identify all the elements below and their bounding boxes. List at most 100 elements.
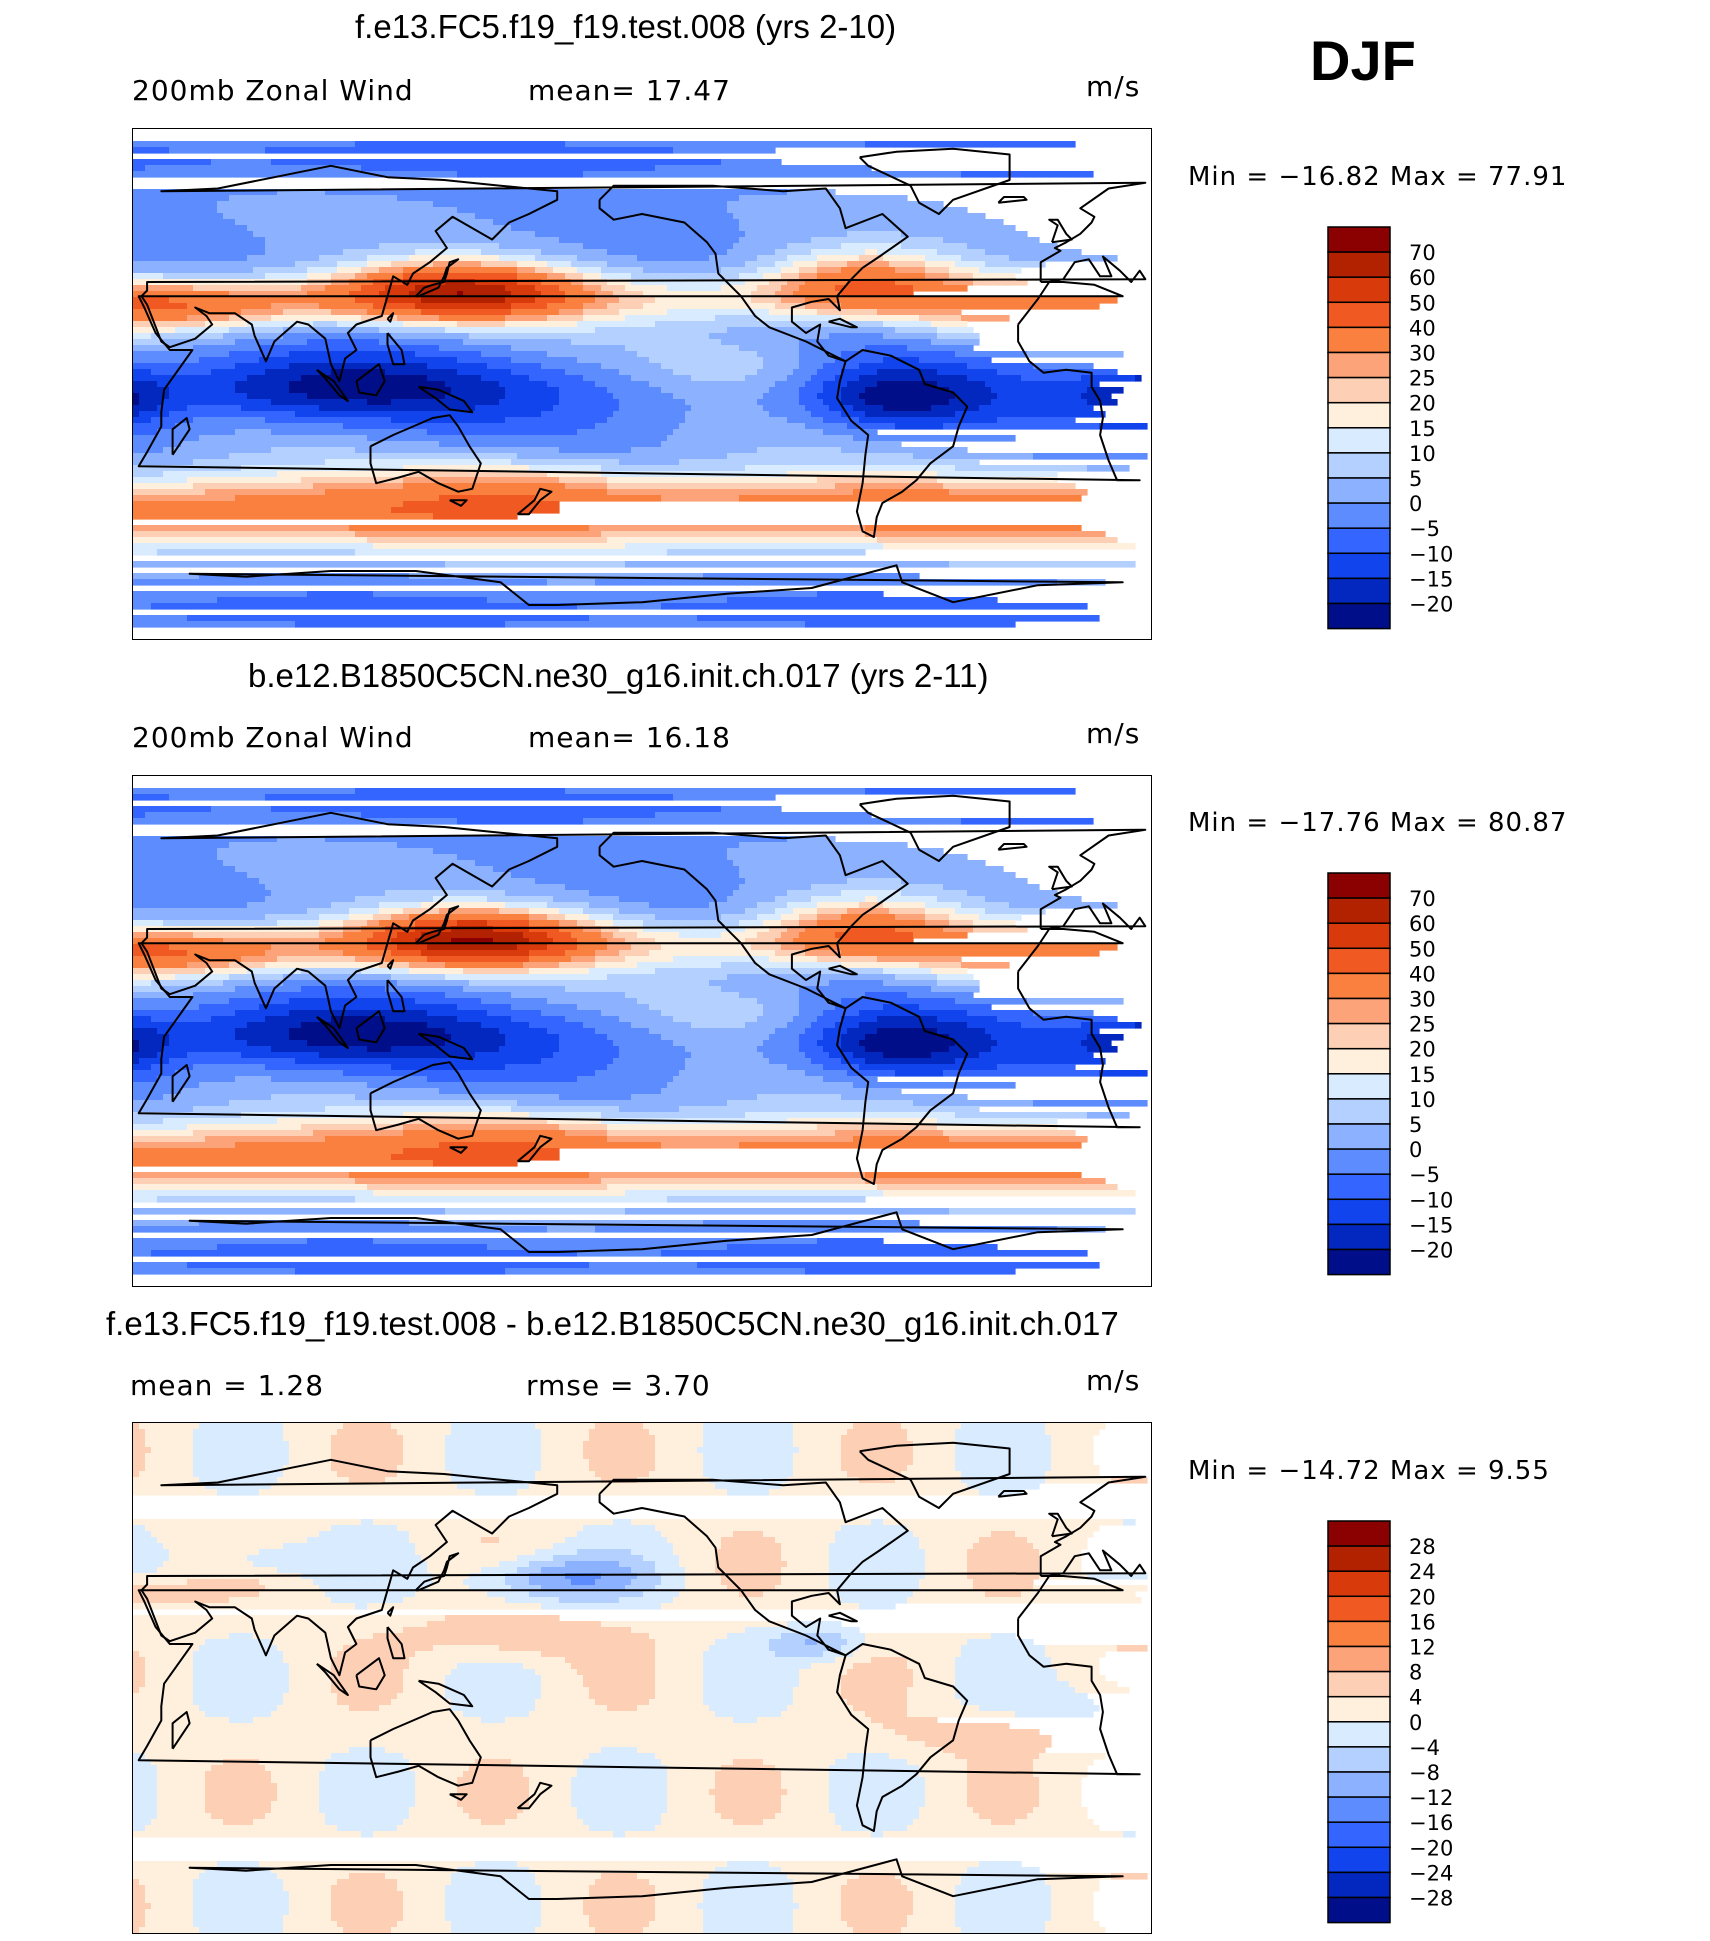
colorbar-label: 50 xyxy=(1409,937,1436,961)
contour-map xyxy=(132,128,1152,640)
colorbar-label: −24 xyxy=(1409,1861,1453,1885)
colorbar-label: −5 xyxy=(1409,517,1440,541)
colorbar-swatch xyxy=(1327,1545,1391,1572)
contour-map xyxy=(132,1422,1152,1934)
colorbar-label: 20 xyxy=(1409,1038,1436,1062)
min-max-label: Min = −17.76 Max = 80.87 xyxy=(1188,808,1568,838)
colorbar-swatch xyxy=(1327,326,1391,354)
colorbar-label: 70 xyxy=(1409,241,1436,265)
colorbar-label: 60 xyxy=(1409,912,1436,936)
colorbar-label: 25 xyxy=(1409,1013,1436,1037)
colorbar-swatch xyxy=(1327,1771,1391,1798)
panel-title: b.e12.B1850C5CN.ne30_g16.init.ch.017 (yr… xyxy=(248,657,989,694)
colorbar-swatch xyxy=(1327,1595,1391,1623)
colorbar-swatch xyxy=(1327,1695,1391,1723)
colorbar-label: 30 xyxy=(1409,988,1436,1012)
colorbar-label: −20 xyxy=(1409,593,1453,617)
colorbar-swatch xyxy=(1327,226,1391,253)
colorbar-swatch xyxy=(1327,1896,1391,1924)
colorbar-swatch xyxy=(1327,872,1391,899)
colorbar-label: 28 xyxy=(1409,1535,1436,1559)
colorbar-label: −12 xyxy=(1409,1786,1453,1810)
colorbar-swatch xyxy=(1327,577,1391,605)
mean-label: mean= 16.18 xyxy=(528,721,731,754)
colorbar-label: 10 xyxy=(1409,442,1436,466)
colorbar-swatch xyxy=(1327,997,1391,1025)
colorbar-label: 50 xyxy=(1409,291,1436,315)
colorbar-swatch xyxy=(1327,1173,1391,1201)
colorbar-label: 40 xyxy=(1409,962,1436,986)
colorbar-label: 20 xyxy=(1409,1585,1436,1609)
units-label: m/s xyxy=(1086,70,1141,103)
colorbar-label: 0 xyxy=(1409,492,1422,516)
panel-title: f.e13.FC5.f19_f19.test.008 (yrs 2-10) xyxy=(355,8,897,45)
colorbar-label: −28 xyxy=(1409,1887,1453,1911)
colorbar-swatch xyxy=(1327,1645,1391,1673)
colorbar-swatch xyxy=(1327,1620,1391,1648)
units-label: m/s xyxy=(1086,717,1141,750)
rmse-label: rmse = 3.70 xyxy=(526,1369,711,1402)
colorbar-label: −15 xyxy=(1409,567,1453,591)
colorbar-label: 24 xyxy=(1409,1560,1436,1584)
colorbar-swatch xyxy=(1327,972,1391,1000)
colorbar-label: 25 xyxy=(1409,367,1436,391)
colorbar-swatch xyxy=(1327,552,1391,580)
colorbar-swatch xyxy=(1327,947,1391,975)
colorbar-label: −20 xyxy=(1409,1836,1453,1860)
colorbar-swatch xyxy=(1327,1098,1391,1125)
colorbar-swatch xyxy=(1327,1796,1391,1823)
colorbar-swatch xyxy=(1327,1248,1391,1276)
colorbar: 28 24 20 16 12 8 4 0 −4 −8 −12 −16 −20 −24 −28 xyxy=(1327,1520,1487,1926)
colorbar-label: 20 xyxy=(1409,392,1436,416)
colorbar-swatch xyxy=(1327,1821,1391,1849)
colorbar-swatch xyxy=(1327,1520,1391,1547)
colorbar-label: 0 xyxy=(1409,1711,1422,1735)
min-max-label: Min = −14.72 Max = 9.55 xyxy=(1188,1456,1550,1486)
colorbar-label: 15 xyxy=(1409,1063,1436,1087)
colorbar-label: 0 xyxy=(1409,1138,1422,1162)
colorbar-swatch xyxy=(1327,351,1391,379)
colorbar-swatch xyxy=(1327,922,1391,950)
colorbar-swatch xyxy=(1327,376,1391,404)
colorbar-swatch xyxy=(1327,1746,1391,1773)
colorbar-label: 5 xyxy=(1409,467,1422,491)
mean-label: mean = 1.28 xyxy=(130,1369,325,1402)
colorbar: 70 60 50 40 30 25 20 15 10 5 0 −5 −10 −15 −20 xyxy=(1327,872,1487,1278)
min-max-label: Min = −16.82 Max = 77.91 xyxy=(1188,162,1568,192)
colorbar-label: 10 xyxy=(1409,1088,1436,1112)
colorbar-swatch xyxy=(1327,1022,1391,1050)
colorbar-swatch xyxy=(1327,276,1391,304)
colorbar-swatch xyxy=(1327,1871,1391,1899)
colorbar-label: 40 xyxy=(1409,316,1436,340)
colorbar-label: −10 xyxy=(1409,1188,1453,1212)
colorbar-swatch xyxy=(1327,502,1391,529)
season-label: DJF xyxy=(1310,29,1416,92)
colorbar-swatch xyxy=(1327,1223,1391,1251)
colorbar-swatch xyxy=(1327,1670,1391,1698)
colorbar-swatch xyxy=(1327,1047,1391,1075)
colorbar-swatch xyxy=(1327,1570,1391,1598)
colorbar-label: 60 xyxy=(1409,266,1436,290)
colorbar-label: 15 xyxy=(1409,417,1436,441)
colorbar-swatch xyxy=(1327,1721,1391,1748)
colorbar-swatch xyxy=(1327,1123,1391,1150)
colorbar-label: 30 xyxy=(1409,342,1436,366)
colorbar-label: 5 xyxy=(1409,1113,1422,1137)
colorbar-swatch xyxy=(1327,401,1391,429)
colorbar-swatch xyxy=(1327,1198,1391,1226)
colorbar-label: 12 xyxy=(1409,1636,1436,1660)
contour-map xyxy=(132,775,1152,1287)
colorbar-swatch xyxy=(1327,1846,1391,1874)
colorbar-label: 16 xyxy=(1409,1610,1436,1634)
colorbar-swatch xyxy=(1327,602,1391,630)
colorbar-swatch xyxy=(1327,527,1391,555)
variable-label: 200mb Zonal Wind xyxy=(132,721,414,754)
colorbar-label: 70 xyxy=(1409,887,1436,911)
colorbar-swatch xyxy=(1327,301,1391,329)
colorbar-swatch xyxy=(1327,427,1391,454)
panel-title: f.e13.FC5.f19_f19.test.008 - b.e12.B1850… xyxy=(106,1305,1119,1342)
colorbar-label: −4 xyxy=(1409,1736,1440,1760)
colorbar-label: −16 xyxy=(1409,1811,1453,1835)
colorbar-label: −8 xyxy=(1409,1761,1440,1785)
colorbar-swatch xyxy=(1327,897,1391,924)
